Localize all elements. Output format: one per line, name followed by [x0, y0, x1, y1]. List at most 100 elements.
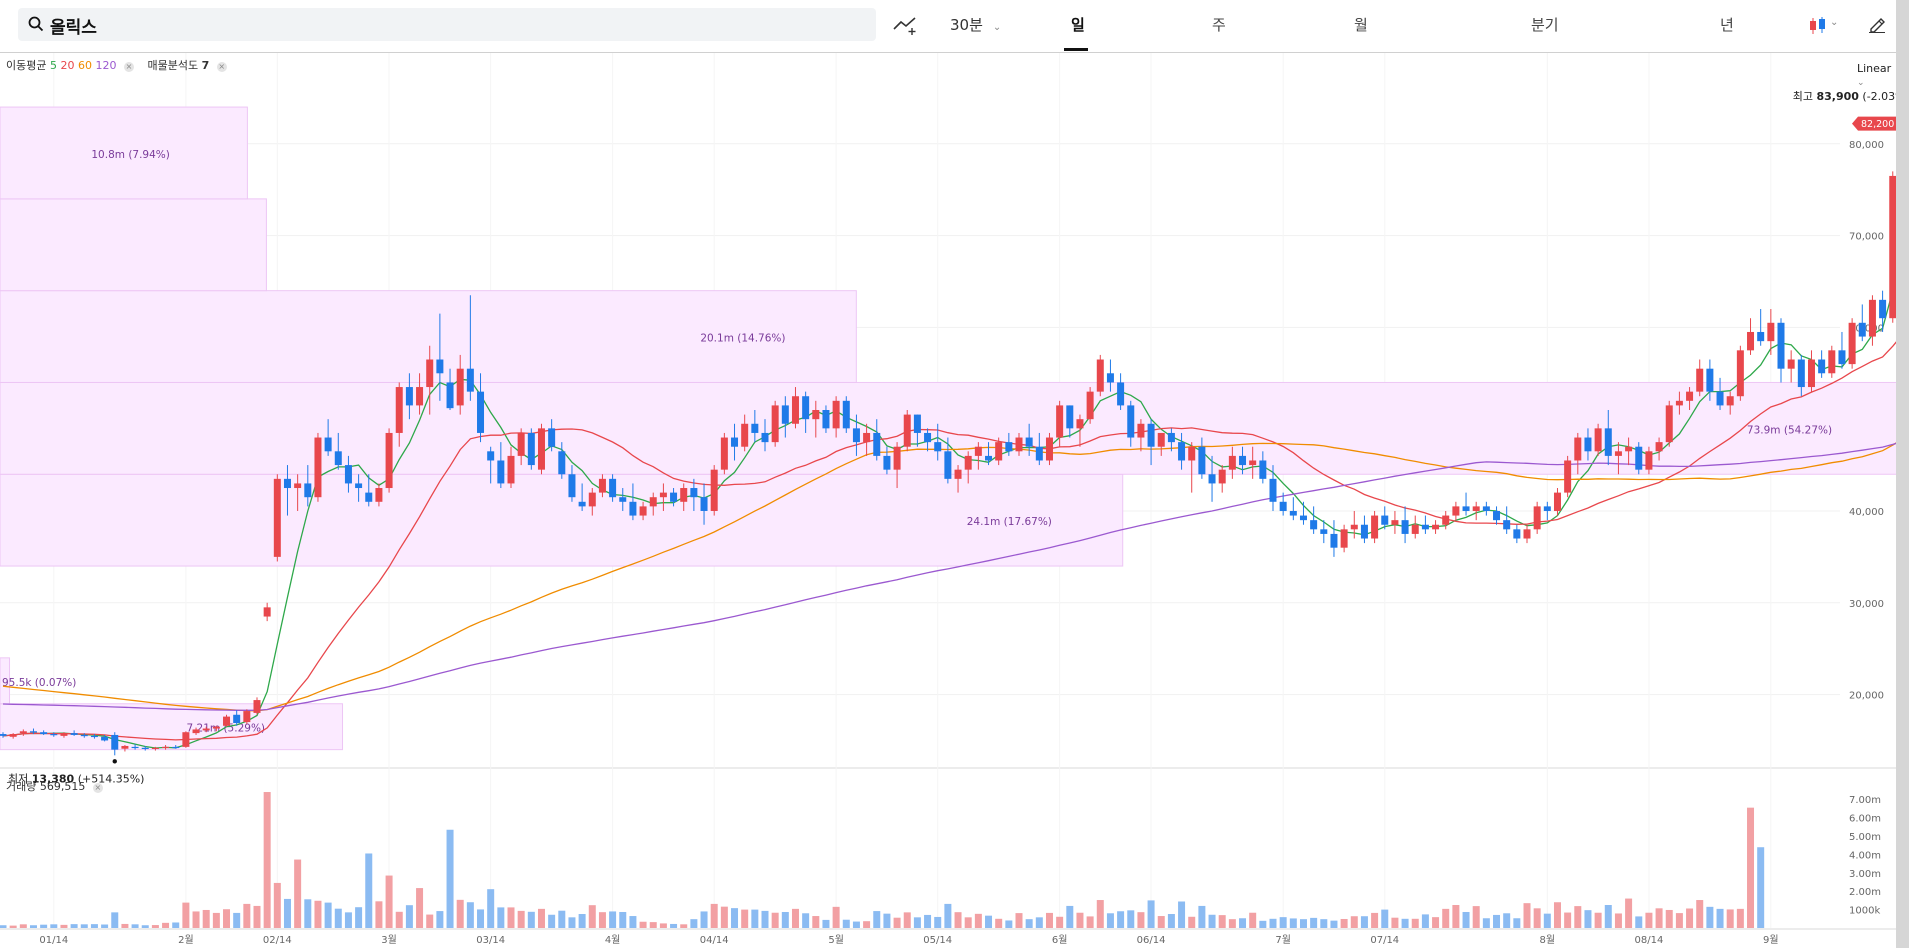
candle-body	[294, 483, 302, 489]
candle-body	[1533, 506, 1541, 530]
candle-body	[1178, 442, 1186, 461]
tab-quarter[interactable]: 분기	[1531, 16, 1559, 34]
volume-bar	[1279, 917, 1287, 928]
volume-bar	[873, 911, 881, 928]
volume-bar	[324, 902, 332, 928]
candle-body	[1015, 437, 1023, 452]
tab-day[interactable]: 일	[1071, 16, 1085, 34]
candle-body	[405, 387, 413, 406]
active-tab-indicator	[1064, 48, 1088, 51]
candle-body	[1645, 451, 1653, 470]
candle-body	[670, 492, 678, 502]
volume-bar	[101, 924, 109, 928]
volume-bar	[578, 914, 586, 928]
volume-bar	[1330, 920, 1338, 928]
candle-body	[1127, 405, 1135, 438]
volume-bar	[1269, 918, 1277, 928]
volume-bar	[1503, 913, 1511, 928]
volume-bar	[253, 905, 261, 928]
volume-profile-label: 73.9m (54.27%)	[1747, 424, 1832, 436]
candle-body	[659, 492, 667, 498]
candle-body	[903, 414, 911, 447]
volume-bar	[1574, 906, 1582, 928]
candle-body	[355, 483, 363, 489]
candle-body	[588, 492, 596, 507]
candle-body	[680, 488, 688, 502]
chart-type-dropdown[interactable]: ⌄	[1808, 16, 1838, 40]
volume-bar	[985, 915, 993, 928]
candle-body	[1056, 405, 1064, 438]
candle-body	[1269, 478, 1277, 502]
candle-body	[944, 451, 952, 479]
interval-dropdown[interactable]: 30분 ⌄	[950, 14, 1001, 35]
time-tick-label: 01/14	[39, 935, 68, 946]
pencil-icon[interactable]	[1868, 15, 1886, 33]
scale-toggle[interactable]: Linear ⌄	[1857, 62, 1896, 88]
tab-year[interactable]: 년	[1720, 16, 1734, 34]
candle-body	[1868, 299, 1876, 337]
candle-body	[273, 478, 281, 557]
volume-bar	[771, 912, 779, 928]
candle-body	[1574, 437, 1582, 461]
volume-panel-label: 거래량 569,515 ×	[6, 778, 103, 794]
candle-body	[629, 501, 637, 516]
time-tick-label: 06/14	[1137, 935, 1166, 946]
candle-body	[913, 414, 921, 433]
tab-month[interactable]: 월	[1354, 16, 1368, 34]
volume-bar	[1391, 917, 1399, 928]
volume-bar	[283, 898, 291, 928]
volume-bar	[903, 912, 911, 928]
candle-body	[111, 734, 119, 750]
profile-volume: 95.5k	[2, 677, 32, 689]
volume-bar	[741, 909, 749, 928]
close-icon[interactable]: ×	[123, 62, 134, 72]
volume-bar	[1157, 916, 1165, 928]
profile-percent: (14.76%)	[734, 333, 786, 345]
candle-body	[263, 607, 271, 617]
volume-bar	[40, 924, 48, 928]
candle-body	[883, 455, 891, 470]
volume-bar	[477, 909, 485, 928]
moving-average-60	[2, 442, 1896, 712]
candle-body	[832, 400, 840, 429]
candle-body	[1716, 391, 1724, 406]
volume-bar	[334, 908, 342, 928]
symbol-search[interactable]: 올릭스	[18, 8, 876, 41]
candle-body	[1167, 432, 1175, 443]
moving-average-120	[2, 442, 1896, 711]
search-input[interactable]: 올릭스	[50, 18, 97, 38]
time-tick-label: 07/14	[1370, 935, 1399, 946]
volume-bar	[690, 919, 698, 928]
volume-bar	[1299, 919, 1307, 928]
volume-bar	[670, 923, 678, 928]
candle-body	[1797, 359, 1805, 388]
volume-bar	[649, 922, 657, 928]
close-icon[interactable]: ×	[216, 62, 227, 72]
volume-bar	[111, 912, 119, 928]
volume-bar	[1442, 908, 1450, 928]
tab-week[interactable]: 주	[1212, 16, 1226, 34]
candle-body	[385, 432, 393, 489]
trendline-icon[interactable]	[893, 14, 919, 36]
chevron-down-icon: ⌄	[1830, 17, 1839, 28]
time-tick-label: 02/14	[263, 935, 292, 946]
candle-body	[141, 747, 149, 750]
candle-body	[1096, 359, 1104, 392]
price-tick-label: 60,000	[1849, 323, 1884, 334]
volume-profile-bar	[0, 473, 1124, 567]
price-tick-label: 30,000	[1849, 599, 1884, 610]
candle-body	[395, 387, 403, 433]
volume-bar	[446, 829, 454, 928]
candle-body	[710, 469, 718, 511]
candle-body	[1411, 524, 1419, 534]
close-icon[interactable]: ×	[92, 783, 103, 793]
profile-volume: 10.8m	[91, 149, 125, 161]
volume-tick-label: 2.00m	[1849, 887, 1881, 898]
vp-legend-label: 매물분석도	[147, 59, 199, 72]
candle-body	[802, 396, 810, 420]
candle-body	[40, 732, 48, 735]
candle-body	[487, 451, 495, 461]
volume-bar	[1005, 920, 1013, 928]
